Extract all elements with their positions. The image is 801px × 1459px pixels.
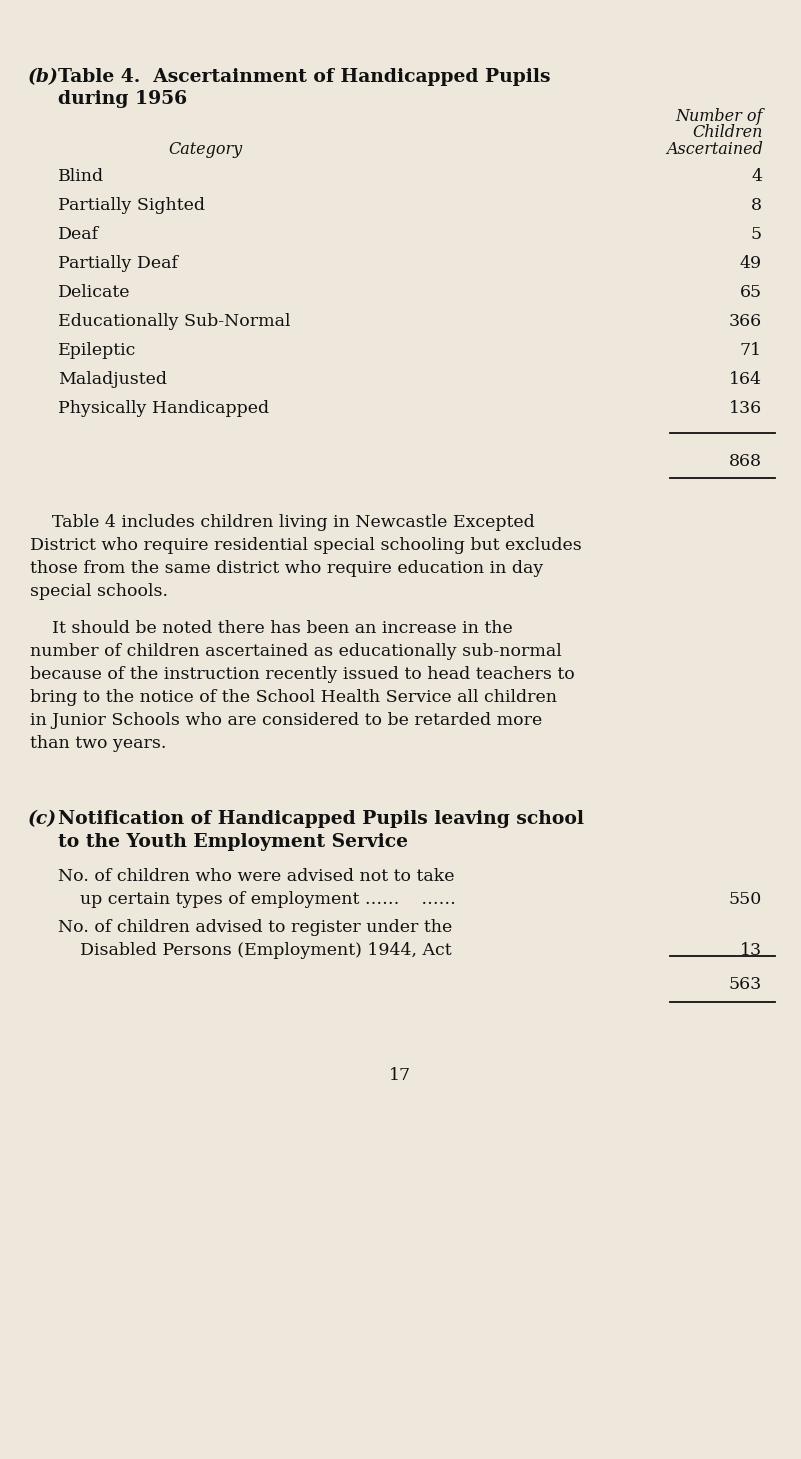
Text: Ascertained: Ascertained — [666, 142, 763, 158]
Text: Notification of Handicapped Pupils leaving school: Notification of Handicapped Pupils leavi… — [58, 810, 584, 829]
Text: up certain types of employment ……    ……: up certain types of employment …… …… — [58, 891, 456, 907]
Text: (b): (b) — [28, 69, 59, 86]
Text: 550: 550 — [729, 891, 762, 907]
Text: Blind: Blind — [58, 168, 104, 185]
Text: District who require residential special schooling but excludes: District who require residential special… — [30, 537, 582, 554]
Text: Partially Deaf: Partially Deaf — [58, 255, 178, 271]
Text: number of children ascertained as educationally sub-normal: number of children ascertained as educat… — [30, 643, 562, 659]
Text: during 1956: during 1956 — [58, 90, 187, 108]
Text: those from the same district who require education in day: those from the same district who require… — [30, 560, 543, 576]
Text: 49: 49 — [740, 255, 762, 271]
Text: Maladjusted: Maladjusted — [58, 371, 167, 388]
Text: 164: 164 — [729, 371, 762, 388]
Text: 4: 4 — [751, 168, 762, 185]
Text: than two years.: than two years. — [30, 735, 167, 751]
Text: Delicate: Delicate — [58, 285, 131, 301]
Text: Epileptic: Epileptic — [58, 341, 136, 359]
Text: 8: 8 — [751, 197, 762, 214]
Text: Category: Category — [168, 142, 242, 158]
Text: to the Youth Employment Service: to the Youth Employment Service — [58, 833, 408, 851]
Text: bring to the notice of the School Health Service all children: bring to the notice of the School Health… — [30, 689, 557, 706]
Text: No. of children advised to register under the: No. of children advised to register unde… — [58, 919, 453, 937]
Text: 65: 65 — [740, 285, 762, 301]
Text: 868: 868 — [729, 452, 762, 470]
Text: 366: 366 — [729, 314, 762, 330]
Text: Partially Sighted: Partially Sighted — [58, 197, 205, 214]
Text: It should be noted there has been an increase in the: It should be noted there has been an inc… — [30, 620, 513, 638]
Text: Number of: Number of — [675, 108, 763, 125]
Text: Table 4 includes children living in Newcastle Excepted: Table 4 includes children living in Newc… — [30, 514, 535, 531]
Text: Deaf: Deaf — [58, 226, 99, 244]
Text: 17: 17 — [389, 1067, 411, 1084]
Text: because of the instruction recently issued to head teachers to: because of the instruction recently issu… — [30, 665, 575, 683]
Text: 13: 13 — [740, 943, 762, 959]
Text: 563: 563 — [729, 976, 762, 994]
Text: special schools.: special schools. — [30, 584, 168, 600]
Text: in Junior Schools who are considered to be retarded more: in Junior Schools who are considered to … — [30, 712, 542, 730]
Text: No. of children who were advised not to take: No. of children who were advised not to … — [58, 868, 454, 886]
Text: 71: 71 — [740, 341, 762, 359]
Text: Disabled Persons (Employment) 1944, Act: Disabled Persons (Employment) 1944, Act — [58, 943, 452, 959]
Text: (c): (c) — [28, 810, 57, 829]
Text: Physically Handicapped: Physically Handicapped — [58, 400, 269, 417]
Text: Children: Children — [693, 124, 763, 142]
Text: 136: 136 — [729, 400, 762, 417]
Text: Table 4.  Ascertainment of Handicapped Pupils: Table 4. Ascertainment of Handicapped Pu… — [58, 69, 550, 86]
Text: 5: 5 — [751, 226, 762, 244]
Text: Educationally Sub-Normal: Educationally Sub-Normal — [58, 314, 291, 330]
